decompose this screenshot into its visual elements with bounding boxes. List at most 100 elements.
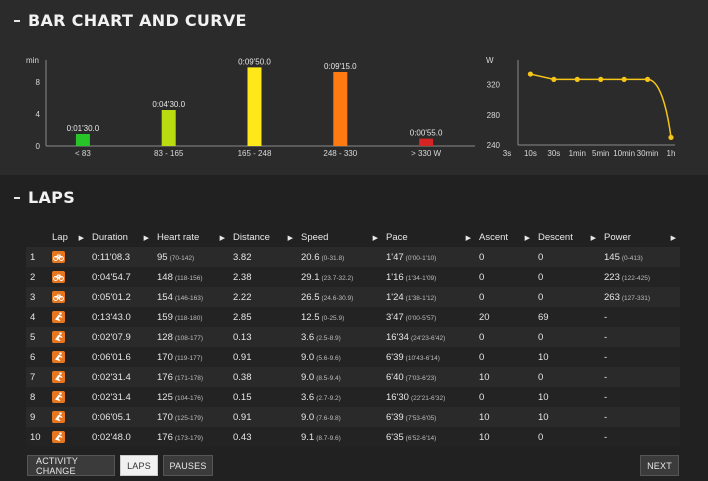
col-heart-rate[interactable]: Heart rate ▶	[157, 231, 225, 243]
lap-ascent: 20	[479, 311, 490, 323]
lap-heart-rate: 128	[157, 331, 173, 343]
curve-point	[621, 76, 627, 82]
laps-table: Lap ▶ Duration ▶ Heart rate ▶ Distance ▶ Spe…	[26, 227, 680, 447]
run-icon	[52, 371, 65, 383]
lap-descent: 10	[538, 411, 549, 423]
lap-power-range: (127-331)	[621, 294, 651, 302]
lap-number: 10	[30, 431, 41, 443]
x-tick-label: > 330 W	[411, 149, 441, 158]
lap-pace-range: (1'34-1'09)	[405, 274, 437, 282]
x-tick-label: 3s	[503, 149, 511, 158]
lap-heart-rate-range: (118-180)	[174, 314, 203, 322]
next-button[interactable]: NEXT	[640, 455, 679, 476]
lap-distance: 0.91	[233, 411, 252, 423]
lap-row[interactable]: 3 0:05'01.2 154 (146-163) 2.22 26.5 (24.6-30.9…	[26, 287, 680, 307]
y-tick-label: 0	[36, 142, 41, 151]
lap-speed-range: (8.7-9.6)	[316, 434, 341, 442]
lap-duration: 0:02'31.4	[92, 391, 131, 403]
lap-heart-rate: 176	[157, 431, 173, 443]
lap-speed-range: (0-31.8)	[321, 254, 345, 262]
lap-row[interactable]: 9 0:06'05.1 170 (125-179) 0.91 9.0 (7.6-9.8) 6'…	[26, 407, 680, 427]
lap-heart-rate-range: (108-177)	[174, 334, 204, 342]
pauses-button[interactable]: PAUSES	[163, 455, 213, 476]
lap-row[interactable]: 8 0:02'31.4 125 (104-176) 0.15 3.6 (2.7-9.2) 16…	[26, 387, 680, 407]
zone-bar	[247, 67, 262, 146]
sort-arrow-icon[interactable]: ▶	[219, 234, 225, 242]
lap-speed: 20.6	[301, 251, 320, 263]
lap-heart-rate: 148	[157, 271, 173, 283]
lap-heart-rate: 125	[157, 391, 173, 403]
lap-heart-rate-range: (104-176)	[174, 394, 204, 402]
curve-point	[598, 76, 604, 82]
lap-power: 223	[604, 271, 620, 283]
lap-speed: 3.6	[301, 391, 315, 403]
lap-number: 7	[30, 371, 36, 383]
lap-descent: 0	[538, 291, 544, 303]
lap-heart-rate: 95	[157, 251, 168, 263]
laps-button[interactable]: LAPS	[120, 455, 158, 476]
y-tick-label: 280	[487, 111, 501, 120]
lap-number: 9	[30, 411, 36, 423]
curve-point	[668, 134, 674, 141]
sort-arrow-icon[interactable]: ▶	[670, 234, 676, 242]
lap-power: -	[604, 411, 608, 423]
lap-pace: 1'47	[386, 251, 404, 263]
lap-distance: 0.15	[233, 391, 252, 403]
lap-row[interactable]: 4 0:13'43.0 159 (118-180) 2.85 12.5 (0-25.9) 3'…	[26, 307, 680, 327]
run-icon	[52, 391, 65, 403]
sort-arrow-icon[interactable]: ▶	[524, 234, 530, 242]
bar-chart-section-title: BAR CHART AND CURVE	[14, 11, 247, 30]
col-descent[interactable]: Descent ▶	[538, 231, 596, 243]
lap-speed-range: (23.7-32.2)	[321, 274, 354, 282]
lap-distance: 3.82	[233, 251, 252, 263]
lap-pace-range: (7'53-6'05)	[405, 414, 437, 422]
col-pace[interactable]: Pace ▶	[386, 231, 471, 243]
lap-descent: 0	[538, 271, 544, 283]
col-power[interactable]: Power ▶	[604, 231, 676, 243]
y-axis-label: W	[486, 56, 494, 65]
col-ascent[interactable]: Ascent ▶	[479, 231, 530, 243]
lap-power-range: (0-413)	[621, 254, 643, 262]
x-tick-label: 10min	[613, 149, 635, 158]
lap-ascent: 0	[479, 251, 485, 263]
x-tick-label: 248 - 330	[323, 149, 357, 158]
sort-arrow-icon[interactable]: ▶	[143, 234, 149, 242]
lap-power: -	[604, 311, 608, 323]
power-curve-chart: W 240 280 320 3s 10s 30s 1min 5min 10min 30min 1h	[486, 56, 675, 158]
activity-change-button[interactable]: ACTIVITY CHANGE	[27, 455, 115, 476]
x-tick-label: 1min	[569, 149, 586, 158]
sort-arrow-icon[interactable]: ▶	[372, 234, 378, 242]
sort-arrow-icon[interactable]: ▶	[465, 234, 471, 242]
lap-ascent: 10	[479, 411, 490, 423]
sort-arrow-icon[interactable]: ▶	[287, 234, 293, 242]
lap-number: 2	[30, 271, 36, 283]
col-speed[interactable]: Speed ▶	[301, 231, 378, 243]
lap-row[interactable]: 6 0:06'01.6 170 (119-177) 0.91 9.0 (5.6-9.6) 6'…	[26, 347, 680, 367]
lap-pace: 6'35	[386, 431, 404, 443]
bar-data-label: 0:04'30.0	[152, 100, 185, 109]
lap-row[interactable]: 1 0:11'08.3 95 (70-142) 3.82 20.6 (0-31.8) 1'47…	[26, 247, 680, 267]
lap-heart-rate: 159	[157, 311, 173, 323]
sort-arrow-icon[interactable]: ▶	[590, 234, 596, 242]
x-tick-label: 30min	[637, 149, 659, 158]
lap-heart-rate-range: (146-163)	[174, 294, 204, 302]
lap-number: 3	[30, 291, 36, 303]
curve-point	[551, 76, 557, 82]
lap-row[interactable]: 7 0:02'31.4 176 (171-178) 0.38 9.0 (8.5-9.4) 6'…	[26, 367, 680, 387]
lap-row[interactable]: 5 0:02'07.9 128 (108-177) 0.13 3.6 (2.5-8.9) 16…	[26, 327, 680, 347]
lap-power: -	[604, 391, 608, 403]
col-lap[interactable]: Lap ▶	[52, 231, 84, 243]
col-distance[interactable]: Distance ▶	[233, 231, 293, 243]
y-tick-label: 240	[487, 141, 501, 150]
lap-heart-rate: 154	[157, 291, 173, 303]
run-icon	[52, 431, 65, 443]
lap-descent: 10	[538, 351, 549, 363]
lap-pace-range: (22'21-6'32)	[410, 394, 446, 402]
col-duration[interactable]: Duration ▶	[92, 231, 149, 243]
sort-arrow-icon[interactable]: ▶	[78, 234, 84, 242]
lap-row[interactable]: 2 0:04'54.7 148 (118-156) 2.38 29.1 (23.7-32.2…	[26, 267, 680, 287]
lap-ascent: 0	[479, 271, 485, 283]
curve-point	[574, 76, 580, 82]
y-tick-label: 320	[487, 81, 501, 90]
lap-row[interactable]: 10 0:02'48.0 176 (173-179) 0.43 9.1 (8.7-9.6) 6…	[26, 427, 680, 447]
